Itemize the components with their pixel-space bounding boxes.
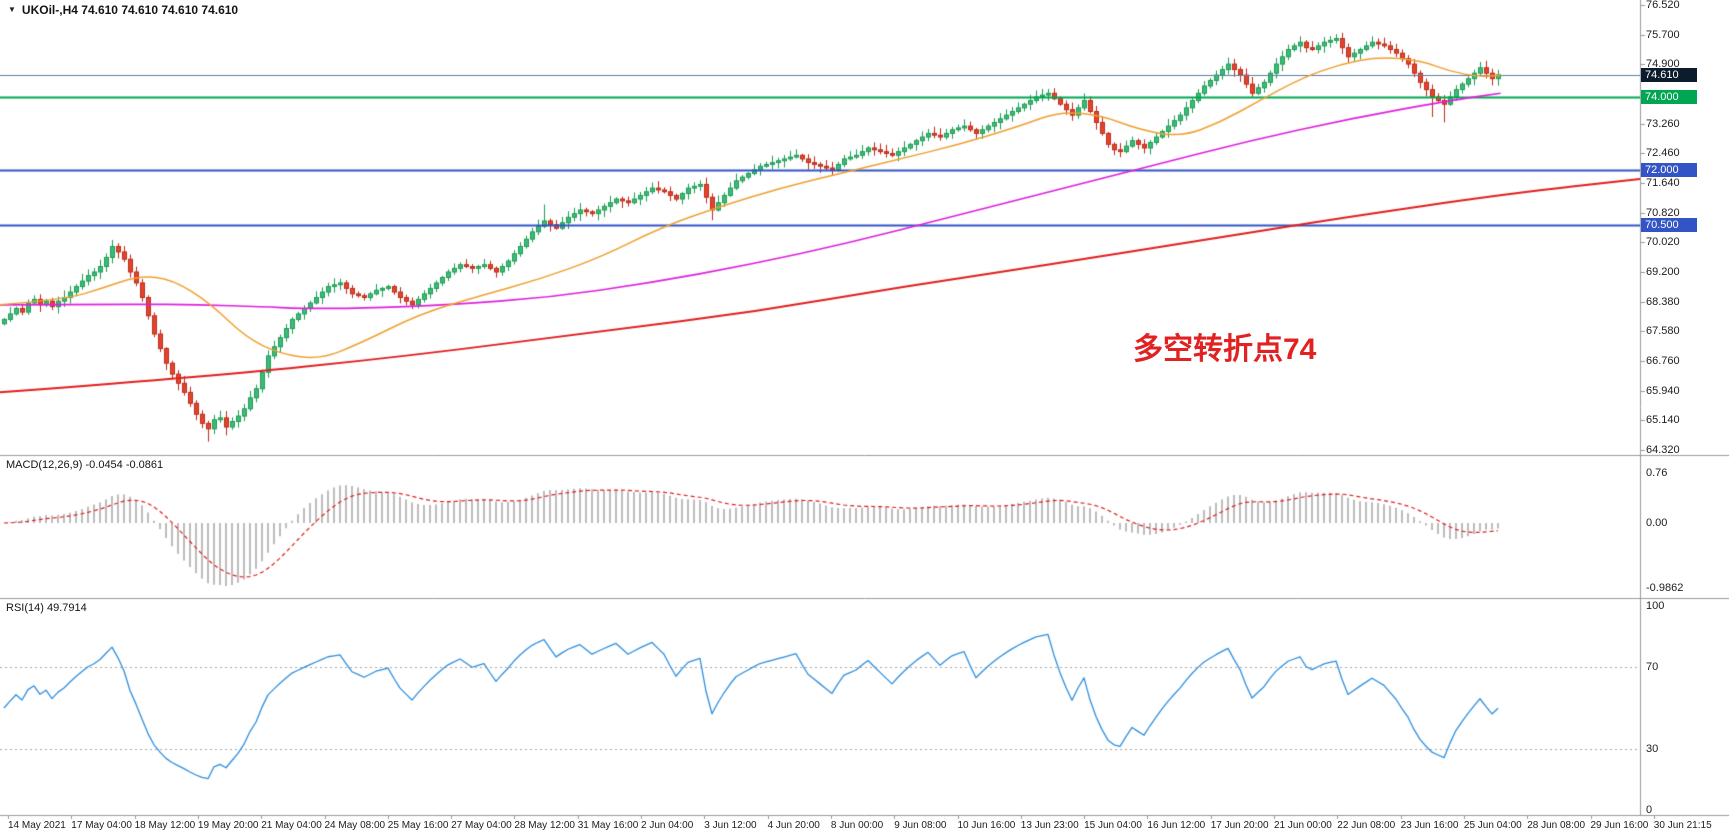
time-axis-label: 19 May 20:00 [197,820,259,831]
price-tick-label: 73.260 [1646,117,1680,130]
macd-scale-label: 0.00 [1646,517,1668,529]
rsi-name: RSI(14) [6,602,44,614]
time-axis-label: 21 May 04:00 [261,820,322,831]
rsi-scale-label: 0 [1646,804,1653,816]
price-tick-label: 70.020 [1646,236,1680,249]
time-axis-label: 9 Jun 08:00 [894,820,947,831]
time-axis-label: 30 Jun 21:15 [1653,820,1712,831]
price-tick-label: 68.380 [1646,295,1680,308]
time-axis-label: 13 Jun 23:00 [1020,820,1079,831]
time-axis-label: 22 Jun 08:00 [1337,820,1396,831]
price-tick-label: 75.700 [1646,28,1680,41]
price-tick-label: 72.460 [1646,147,1680,160]
price-tick-label: 76.520 [1646,0,1680,11]
price-tick-label: 65.940 [1646,384,1680,397]
level-price-tag: 70.500 [1641,217,1697,232]
time-axis-label: 27 May 04:00 [451,820,512,831]
time-axis-label: 25 Jun 04:00 [1463,820,1522,831]
macd-scale-label: 0.76 [1646,466,1668,479]
time-axis-label: 28 Jun 08:00 [1527,820,1586,831]
rsi-indicator-label: RSI(14) 49.7914 [6,602,87,614]
price-tick-label: 64.320 [1646,443,1680,456]
macd-name: MACD(12,26,9) [6,459,83,471]
time-axis-label: 17 May 04:00 [71,820,132,831]
macd-scale-label: -0.9862 [1646,582,1684,595]
price-tick-label: 71.640 [1646,176,1680,189]
level-price-tag: 74.000 [1641,89,1697,104]
time-axis-label: 28 May 12:00 [514,820,575,831]
price-tick-label: 74.900 [1646,58,1680,71]
symbol-dropdown-icon[interactable]: ▼ [8,5,16,14]
rsi-value: 49.7914 [46,602,87,614]
time-axis-label: 14 May 2021 [8,820,66,831]
time-axis-label: 18 May 12:00 [134,820,196,831]
time-axis-label: 23 Jun 16:00 [1400,820,1459,831]
macd-indicator-label: MACD(12,26,9) -0.0454 -0.0861 [6,459,163,471]
price-tick-label: 67.580 [1646,325,1680,338]
time-axis-label: 29 Jun 16:00 [1590,820,1649,831]
price-tick-label: 65.140 [1646,414,1680,427]
time-axis-label: 17 Jun 20:00 [1210,820,1269,831]
rsi-scale-label: 70 [1646,661,1659,674]
time-axis-label: 8 Jun 00:00 [830,820,884,831]
time-axis-label: 24 May 08:00 [324,820,386,831]
level-price-tag: 72.000 [1641,162,1697,177]
chart-title: ▼ UKOil-,H4 74.610 74.610 74.610 74.610 [8,3,238,17]
time-axis-label: 4 Jun 20:00 [767,820,820,831]
rsi-scale-label: 100 [1646,600,1665,612]
time-axis-label: 15 Jun 04:00 [1084,820,1142,831]
price-tick-label: 69.200 [1646,265,1680,278]
current-price-tag: 74.610 [1641,67,1697,82]
macd-values: -0.0454 -0.0861 [85,459,164,471]
time-axis-label: 25 May 16:00 [387,820,449,831]
time-axis-label: 16 Jun 12:00 [1147,820,1206,831]
price-tick-label: 70.820 [1646,206,1680,219]
price-tick-label: 66.760 [1646,354,1680,367]
time-axis-label: 3 Jun 12:00 [704,820,757,831]
time-axis-label: 2 Jun 04:00 [641,820,694,831]
annotation-text: 多空转折点74 [1133,333,1317,366]
time-axis-label: 10 Jun 16:00 [957,820,1016,831]
time-axis-label: 31 May 16:00 [577,820,639,831]
rsi-scale-label: 30 [1646,742,1659,755]
symbol-period-label: UKOil-,H4 [21,3,78,17]
time-axis-label: 21 Jun 00:00 [1274,820,1332,831]
ohlc-quotes: 74.610 74.610 74.610 74.610 [81,3,239,17]
